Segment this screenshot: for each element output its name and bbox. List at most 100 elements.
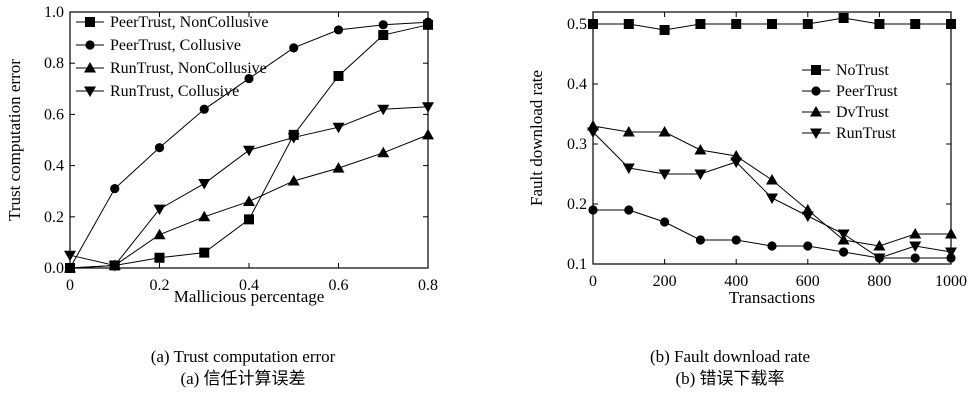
chart1-legend-label: NoTrust [836,62,889,79]
chart0-series-1-point [154,143,165,153]
chart0-series-2-point [287,174,300,186]
chart0-series-1-point [244,73,254,84]
chart1-legend-marker [811,86,821,96]
chart1-series-2-point [909,228,922,239]
chart0-series-3-point [422,102,434,113]
chart0-legend-marker [84,86,96,97]
chart1-series-3-point [801,211,814,222]
chart1-series-2-point [622,126,635,137]
chart0-legend-label: RunTrust, NonCollusive [110,60,267,77]
chart0-series-0-point [244,214,254,225]
chart1-series-1-point [660,217,670,227]
chart1-series-3-point [945,247,957,258]
chart0-series-3-point [198,179,211,190]
chart0-series-3-point [153,204,166,216]
chart1-series-3-point [873,253,886,264]
chart0-x-tick-label: 0.6 [329,277,349,294]
chart1-plot-frame [592,11,952,265]
chart0-series-2-point [198,210,211,222]
chart1-series-1-point [839,247,849,257]
chart1-x-tick-label: 1000 [935,273,967,290]
chart1-series-3-point [909,241,922,252]
chart1-legend-label: RunTrust [836,125,896,142]
chart1-y-axis-label: Fault download rate [527,70,546,206]
caption-a-chinese: (a) 信任计算误差 [180,369,306,388]
chart0-series-0-point [154,252,165,263]
chart1-series-1-point [695,235,706,245]
chart1-series-0-point [623,19,634,29]
chart0-y-axis-label: Trust computation error [5,59,24,221]
chart1-series-line-2 [592,125,951,247]
chart1-x-tick-label: 0 [589,273,597,290]
chart0-series-3-point [377,104,390,116]
chart0-series-3-point [108,260,121,272]
chart1-y-tick-label: 0.3 [567,136,587,153]
chart0-series-0-point [378,30,389,41]
chart1-series-line-1 [593,209,951,259]
chart1-series-3-point [587,127,599,138]
chart0-series-1-point [333,25,344,35]
chart1-series-3-point [694,169,707,180]
chart0-y-tick-label: 0.0 [44,260,64,277]
chart0-x-axis-label: Mallicious percentage [174,287,325,306]
chart0-series-1-point [378,20,388,30]
chart0-y-tick-label: 0.6 [44,106,64,123]
chart1-series-2-point [945,228,957,239]
chart1-series-0-point [946,19,956,29]
chart0-x-tick-label: 0 [66,277,74,294]
chart0-legend-label: RunTrust, Collusive [110,83,239,100]
chart1-series-0-point [695,19,706,29]
chart0-series-3-point [243,145,255,157]
chart0-legend-marker [84,62,96,73]
chart0-legend-label: PeerTrust, Collusive [110,37,241,54]
chart0-series-3-point [64,250,76,262]
chart1-series-2-point [658,126,671,137]
chart0-x-tick-label: 0.2 [150,277,170,294]
chart1-legend-label: PeerTrust [836,83,898,100]
caption-b-chinese: (b) 错误下载率 [675,369,785,388]
chart0-series-1-point [110,184,120,194]
chart1-series-1-point [731,235,741,245]
chart1-x-tick-label: 400 [724,273,748,290]
chart1-x-axis-label: Transactions [729,288,815,307]
chart1-legend-marker [811,65,821,75]
chart0-series-2-point [422,128,434,140]
chart0-y-tick-label: 0.4 [44,158,64,175]
chart1-legend-marker [810,106,822,117]
chart1-series-2-point [766,174,778,185]
chart1-series-0-point [767,19,777,29]
chart0-series-3-point [287,132,300,144]
chart1-series-2-point [873,240,886,251]
chart0-legend-marker [85,40,95,50]
chart0-series-1-point [289,43,299,53]
chart1-series-3-point [622,163,635,174]
chart1-series-1-point [910,253,920,263]
chart0-x-tick-label: 0.4 [239,277,259,294]
figure-canvas: 0 0.2 0.4 0.6 0.8 0.0 0.2 0.4 0.6 0.8 1.0 Malliciou… [5,4,967,307]
chart0-y-tick-label: 0.2 [44,209,64,226]
chart0-legend-label: PeerTrust, NonCollusive [110,14,269,31]
chart1-series-2-point [694,144,707,155]
caption-b-english: (b) Fault download rate [649,347,811,366]
chart1-series-0-point [802,19,813,29]
chart0-series-3-point [332,122,345,134]
chart1-series-0-point [910,19,921,29]
chart0-series-1-point [423,17,433,27]
chart0-legend-marker [85,17,95,27]
chart1-series-0-point [838,13,849,23]
chart1-series-1-point [803,241,813,251]
chart1-y-tick-label: 0.1 [567,256,587,273]
chart1-y-tick-label: 0.5 [567,16,587,33]
chart0-series-2-point [64,262,76,273]
chart1-series-0-point [588,19,598,29]
chart1-x-tick-label: 200 [653,273,677,290]
chart0-y-tick-label: 0.8 [44,55,64,72]
chart0-series-2-point [332,162,345,173]
chart1-x-tick-label: 800 [867,273,891,290]
chart1-series-0-point [731,19,742,29]
chart1-y-tick-label: 0.2 [567,196,587,213]
chart0-series-2-point [377,146,390,158]
chart0-y-tick-label: 1.0 [44,4,64,21]
caption-a-english: (a) Trust computation error [150,347,336,366]
chart1-series-3-point [837,229,850,240]
